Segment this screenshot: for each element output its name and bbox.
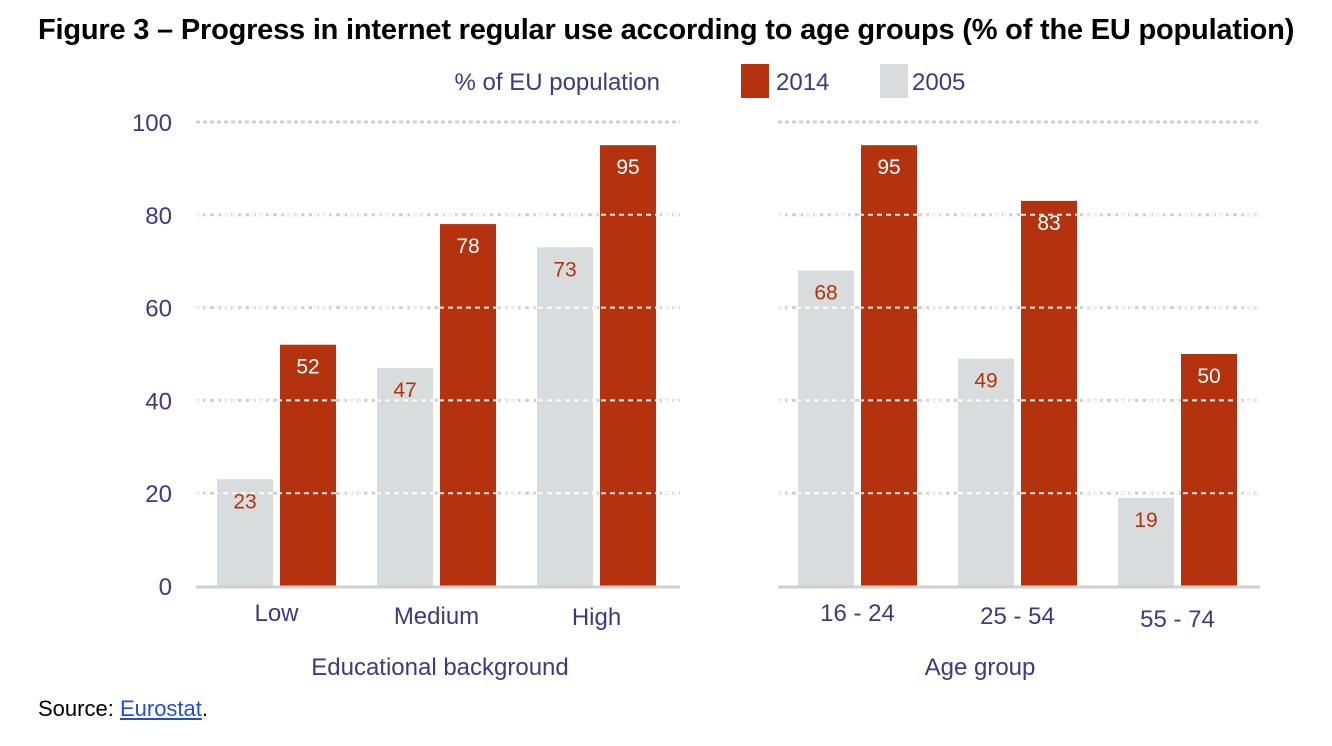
figure-title: Figure 3 – Progress in internet regular … — [38, 14, 1295, 46]
bar-2014-25-54 — [1021, 200, 1077, 586]
bar-2005-25-54 — [958, 358, 1014, 586]
y-tick-label: 0 — [159, 574, 172, 601]
bar-2005-medium — [377, 367, 433, 586]
x-axis-label: Age group — [925, 654, 1036, 681]
data-label-2014-16-24: 95 — [877, 156, 900, 179]
data-label-2005-55-74: 19 — [1134, 509, 1157, 532]
bar-2005-high — [537, 247, 593, 586]
data-label-2005-high: 73 — [553, 258, 576, 281]
x-tick-label: Medium — [394, 603, 479, 630]
data-label-2005-medium: 47 — [393, 379, 416, 402]
legend-swatch-2005 — [880, 64, 908, 98]
x-axis-label: Educational background — [311, 654, 569, 681]
data-label-2005-25-54: 49 — [974, 370, 997, 393]
source-suffix: . — [201, 696, 209, 721]
bar-2014-high — [600, 145, 656, 586]
data-label-2014-medium: 78 — [456, 235, 479, 258]
bar-2014-16-24 — [861, 145, 917, 586]
bar-2014-55-74 — [1181, 354, 1237, 586]
legend-label-2014: 2014 — [776, 69, 829, 96]
source-link[interactable]: Eurostat — [119, 696, 202, 721]
y-tick-label: 100 — [132, 110, 172, 137]
y-tick-label: 80 — [145, 203, 172, 230]
x-tick-label: High — [572, 604, 621, 631]
source-note: Source: Eurostat. — [38, 696, 208, 722]
bar-chart: % of EU population 2014 2005 0 20 40 60 80 10… — [132, 64, 1260, 681]
y-tick-label: 40 — [145, 388, 172, 415]
x-tick-label: 25 - 54 — [980, 603, 1055, 630]
source-label: Source: — [38, 696, 114, 721]
bar-2005-16-24 — [798, 270, 854, 586]
data-label-2014-low: 52 — [296, 356, 319, 379]
data-label-2005-low: 23 — [233, 490, 256, 513]
x-tick-label: 16 - 24 — [820, 600, 895, 627]
bar-2014-low — [280, 344, 336, 586]
legend-ylabel: % of EU population — [455, 69, 660, 96]
data-label-2014-high: 95 — [616, 156, 639, 179]
x-tick-label: Low — [254, 600, 299, 627]
legend-label-2005: 2005 — [912, 69, 965, 96]
y-tick-label: 60 — [145, 296, 172, 323]
x-tick-label: 55 - 74 — [1140, 606, 1215, 633]
data-label-2005-16-24: 68 — [814, 281, 837, 304]
y-tick-label: 20 — [145, 481, 172, 508]
bar-2014-medium — [440, 224, 496, 586]
data-label-2014-55-74: 50 — [1197, 365, 1220, 388]
bar-2005-low — [217, 479, 273, 586]
legend-swatch-2014 — [741, 64, 769, 98]
data-label-2014-25-54: 83 — [1037, 212, 1060, 235]
bar-2005-55-74 — [1118, 497, 1174, 586]
